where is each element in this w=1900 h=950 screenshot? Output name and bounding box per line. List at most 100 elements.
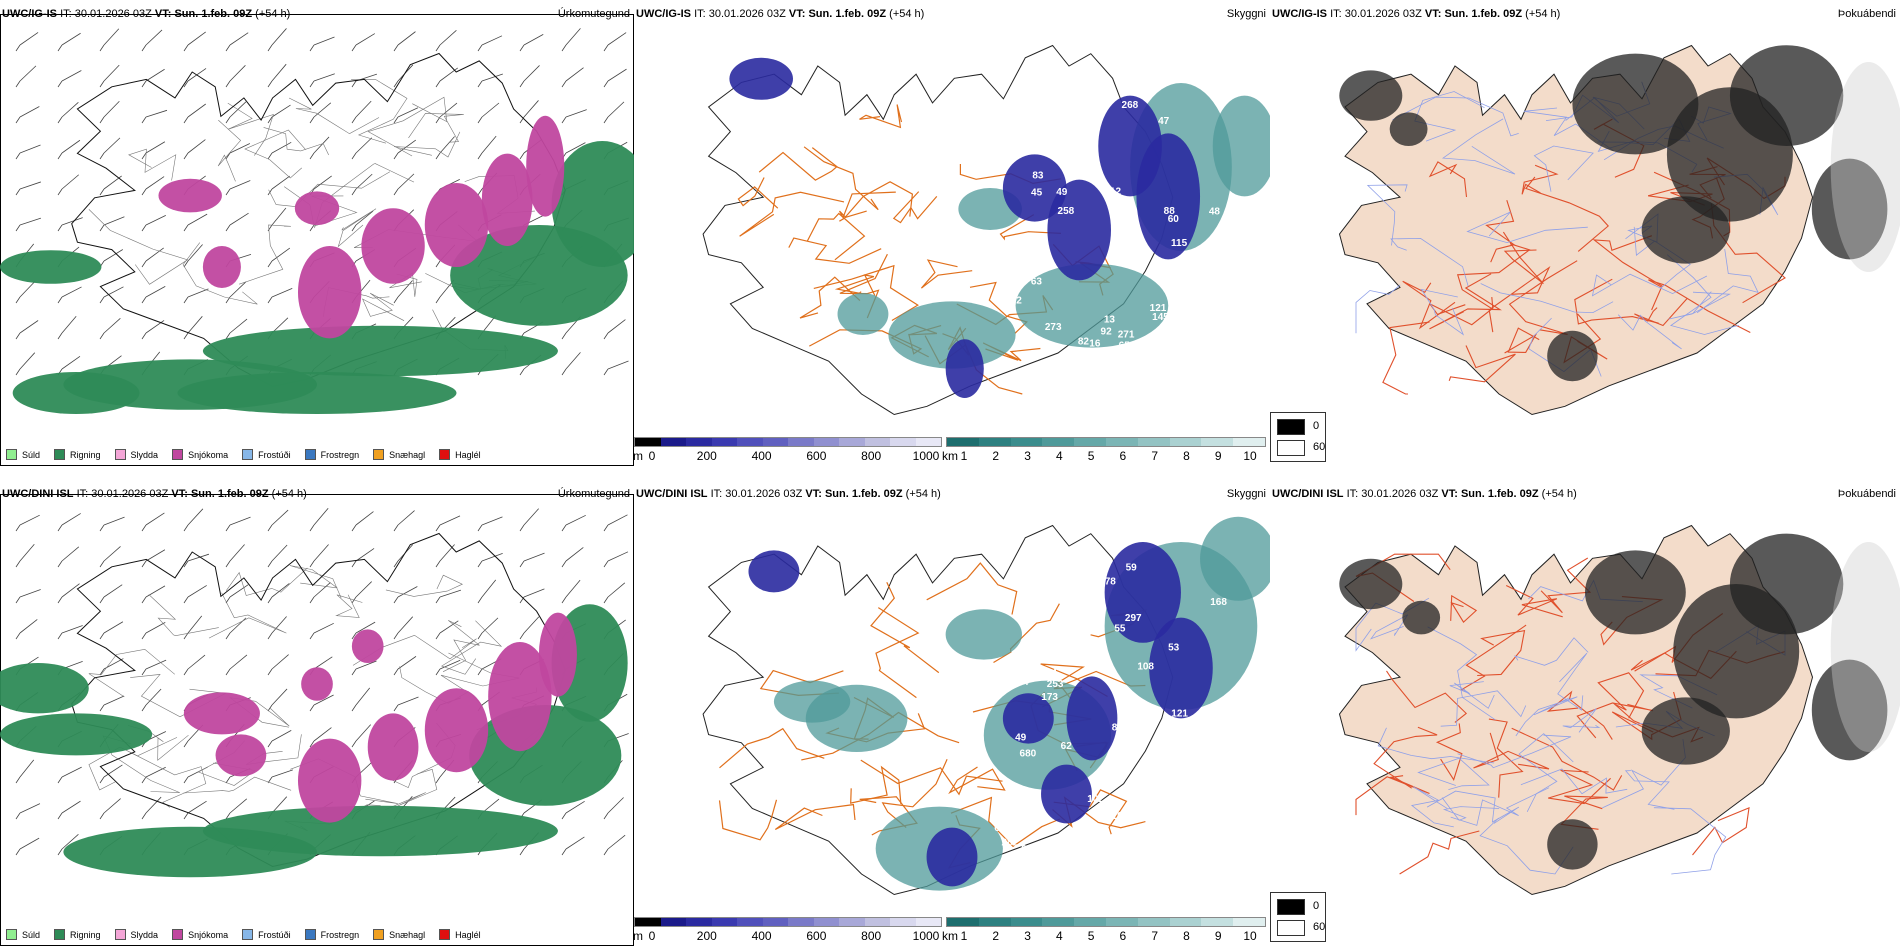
wind-barb: [229, 281, 247, 298]
legend-label: Snæhagl: [389, 929, 426, 940]
wind-barb-flag: [225, 524, 231, 532]
wind-barb: [523, 616, 540, 634]
fog-area: [1811, 158, 1888, 260]
wind-barb: [187, 800, 207, 814]
fog-swatch-0: [1277, 419, 1305, 435]
road-line: [1399, 830, 1480, 875]
cloud-base-label: 271: [1118, 330, 1135, 341]
cloud-base-label: 90: [1129, 356, 1141, 367]
road-line: [1355, 775, 1430, 816]
wind-barb: [229, 318, 248, 334]
colorbar-tick: 8: [1183, 929, 1190, 943]
cloud-base-label: 99: [1057, 127, 1069, 138]
road-line: [1548, 769, 1611, 805]
colorbar-segment: [947, 918, 979, 926]
cloud-base-area: [748, 550, 800, 593]
road-line: [1456, 243, 1531, 310]
colorbar-segment: [890, 438, 916, 446]
wind-barb: [19, 144, 41, 154]
road-line: [1373, 726, 1438, 789]
colorbar-tick: 3: [1024, 449, 1031, 463]
legend-item: Snæhagl: [373, 449, 425, 460]
wind-barb-flag: [141, 668, 147, 676]
colorbar-segment: [1169, 918, 1202, 926]
road-line: [838, 191, 896, 219]
legend-swatch: [114, 929, 126, 940]
wind-barb: [397, 616, 414, 634]
wind-barb: [271, 63, 287, 82]
road-line: [1546, 690, 1613, 740]
road-line: [1502, 231, 1544, 285]
wind-barb-flag: [267, 560, 273, 568]
colorbar-segment: [686, 918, 712, 926]
wind-barb-flag: [99, 704, 105, 712]
field-name: Úrkomutegund: [557, 8, 630, 20]
wind-barb: [355, 724, 371, 742]
colorbar-tick: 6: [1119, 449, 1127, 463]
road-line: [389, 272, 422, 297]
wind-barb: [103, 516, 125, 526]
wind-barb-flag: [561, 332, 567, 340]
colorbar-tick: 2: [992, 929, 1000, 943]
road-line: [1533, 145, 1594, 192]
wind-barb: [481, 102, 500, 118]
cloud-base-area: [1002, 693, 1054, 744]
road-line: [892, 191, 938, 224]
wind-barb-flag: [351, 704, 357, 712]
road-line: [1449, 681, 1495, 709]
legend-swatch: [242, 449, 254, 460]
road-line: [799, 276, 861, 319]
wind-barb-flag: [603, 848, 609, 856]
snow-area: [301, 667, 333, 701]
wind-barb-flag: [141, 776, 147, 784]
colorbar-segment: [864, 918, 890, 926]
road-line: [1369, 614, 1409, 640]
visibility-panel-top: UWC/IG-IS IT: 30.01.2026 03Z VT: Sun. 1.…: [634, 0, 1270, 470]
cloud-base-label: 12: [1110, 187, 1122, 198]
wind-barb: [61, 513, 81, 526]
wind-barb-flag: [267, 596, 273, 604]
colorbar-segment: [1042, 438, 1075, 446]
wind-barb: [271, 730, 292, 742]
colorbar-unit: m: [634, 449, 643, 463]
field-name: Úrkomutegund: [557, 488, 630, 500]
road-line: [1514, 637, 1589, 666]
road-line: [1386, 670, 1468, 723]
road-line: [920, 259, 973, 289]
fog-label-60: 60: [1313, 441, 1326, 453]
wind-barb: [271, 207, 287, 226]
wind-barb-flag: [15, 44, 21, 52]
colorbar-segment: [839, 438, 865, 446]
wind-barb-flag: [561, 116, 567, 124]
cloud-base-label: 50: [1162, 745, 1174, 756]
cloud-base-label: 47: [1158, 116, 1170, 127]
cloud-base-label: 268: [1122, 100, 1139, 111]
colorbar-tick: 400: [751, 449, 772, 463]
road-line: [1441, 797, 1500, 821]
wind-barb: [103, 798, 121, 814]
wind-barb: [313, 507, 329, 526]
cloud-base-label: 378: [1062, 643, 1079, 654]
colorbar-tick: 10: [1243, 449, 1257, 463]
road-line: [1426, 790, 1520, 824]
cloud-base-label: 13: [1104, 314, 1116, 325]
wind-barb: [397, 139, 417, 154]
fog-legend: 0 60: [1270, 892, 1326, 942]
wind-barb-flag: [183, 560, 189, 568]
wind-barb-flag: [15, 152, 21, 160]
cloud-base-label: 70: [1197, 274, 1209, 285]
road-line: [442, 620, 480, 672]
wind-barb-flag: [603, 812, 609, 820]
wind-barb-flag: [15, 116, 21, 124]
legend-label: Súld: [22, 929, 41, 940]
wind-barb: [187, 213, 208, 226]
cloud-base-area: [945, 339, 984, 398]
wind-barb: [187, 288, 209, 298]
snow-area: [488, 642, 552, 752]
road-line: [182, 242, 258, 305]
wind-barb: [355, 548, 375, 562]
colorbar-segment: [1137, 438, 1170, 446]
wind-barb: [607, 360, 629, 370]
road-line: [1624, 770, 1675, 810]
wind-barb-flag: [309, 596, 315, 604]
